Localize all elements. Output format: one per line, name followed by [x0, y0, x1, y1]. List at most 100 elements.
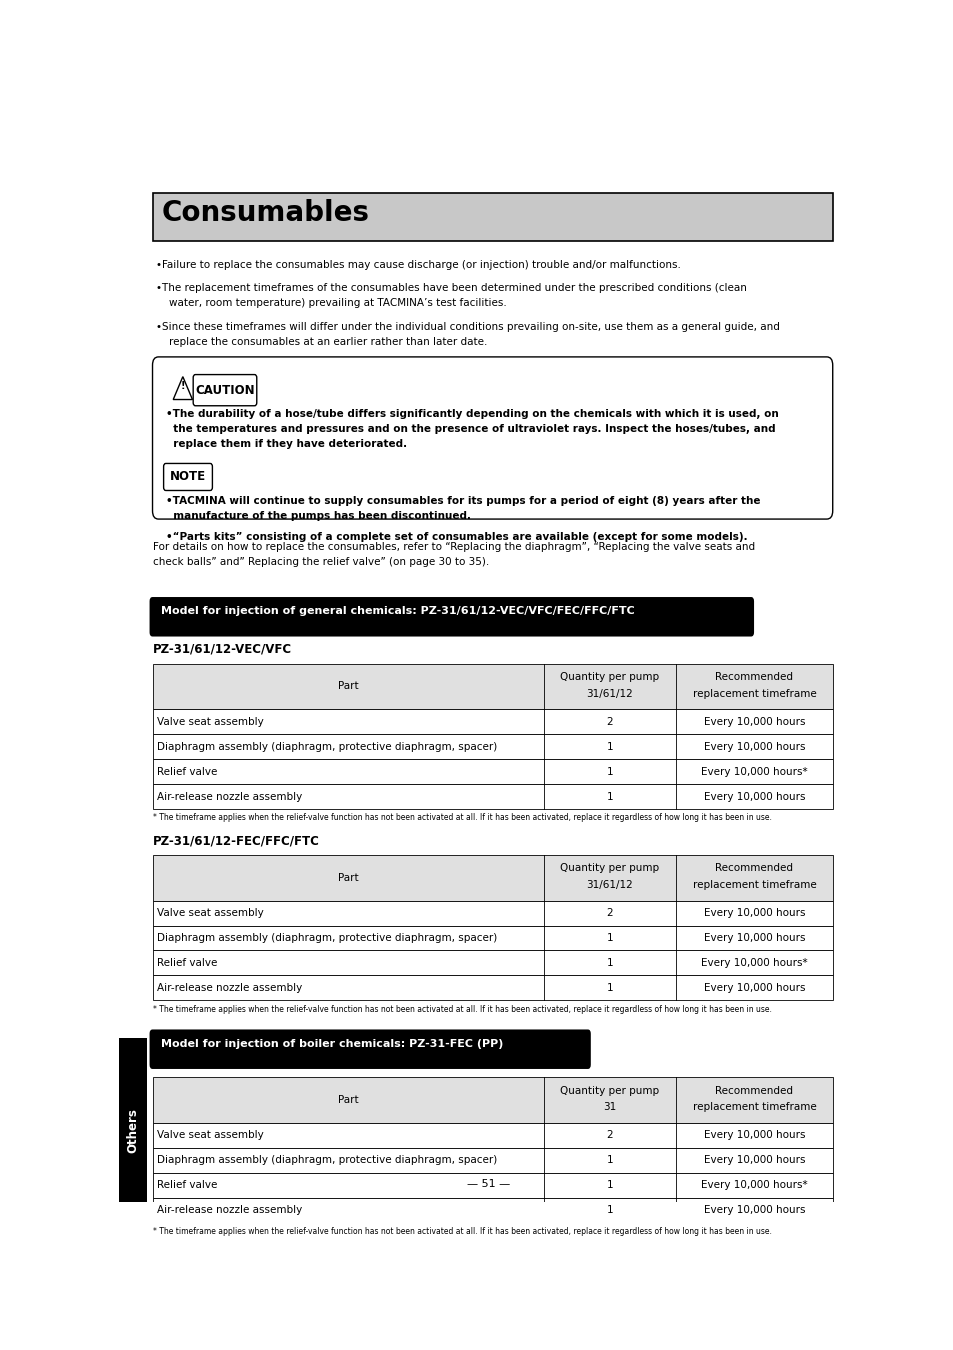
Text: replacement timeframe: replacement timeframe	[692, 1102, 816, 1112]
Text: Valve seat assembly: Valve seat assembly	[157, 717, 263, 726]
Text: replacement timeframe: replacement timeframe	[692, 688, 816, 698]
Text: Every 10,000 hours: Every 10,000 hours	[703, 1206, 804, 1215]
Text: Recommended: Recommended	[715, 1085, 793, 1096]
Text: Every 10,000 hours*: Every 10,000 hours*	[700, 767, 807, 776]
Bar	[119, 1038, 147, 1223]
Text: replacement timeframe: replacement timeframe	[692, 880, 816, 890]
Bar	[152, 734, 832, 759]
Text: Every 10,000 hours: Every 10,000 hours	[703, 909, 804, 918]
Text: •TACMINA will continue to supply consumables for its pumps for a period of eight: •TACMINA will continue to supply consuma…	[166, 495, 760, 506]
Text: NOTE: NOTE	[170, 470, 206, 483]
Text: Quantity per pump: Quantity per pump	[559, 1085, 659, 1096]
Text: Air-release nozzle assembly: Air-release nozzle assembly	[157, 791, 302, 802]
Text: •The replacement timeframes of the consumables have been determined under the pr: •The replacement timeframes of the consu…	[156, 284, 746, 293]
Bar	[152, 1148, 832, 1173]
Text: 1: 1	[606, 1206, 613, 1215]
FancyBboxPatch shape	[150, 1030, 590, 1069]
Text: 2: 2	[606, 909, 613, 918]
Text: * The timeframe applies when the relief-valve function has not been activated at: * The timeframe applies when the relief-…	[152, 1227, 771, 1237]
Text: Relief valve: Relief valve	[157, 958, 217, 968]
Text: PZ-31/61/12-FEC/FFC/FTC: PZ-31/61/12-FEC/FFC/FTC	[152, 834, 319, 846]
Text: Recommended: Recommended	[715, 863, 793, 873]
Bar	[152, 855, 832, 900]
Bar	[152, 950, 832, 976]
Text: * The timeframe applies when the relief-valve function has not been activated at: * The timeframe applies when the relief-…	[152, 1004, 771, 1014]
Text: Valve seat assembly: Valve seat assembly	[157, 909, 263, 918]
Text: Air-release nozzle assembly: Air-release nozzle assembly	[157, 1206, 302, 1215]
Text: Recommended: Recommended	[715, 672, 793, 682]
Text: Part: Part	[337, 682, 358, 691]
Text: 1: 1	[606, 791, 613, 802]
Text: Model for injection of general chemicals: PZ-31/61/12-VEC/VFC/FEC/FFC/FTC: Model for injection of general chemicals…	[161, 606, 635, 617]
Bar	[152, 759, 832, 784]
Text: Quantity per pump: Quantity per pump	[559, 863, 659, 873]
Text: Relief valve: Relief valve	[157, 1180, 217, 1191]
Text: Every 10,000 hours*: Every 10,000 hours*	[700, 1180, 807, 1191]
FancyBboxPatch shape	[193, 374, 256, 406]
Bar	[152, 1077, 832, 1123]
Text: — 51 —: — 51 —	[467, 1179, 510, 1188]
Bar	[152, 193, 832, 242]
Bar	[152, 1173, 832, 1197]
Text: 31/61/12: 31/61/12	[586, 688, 633, 698]
Text: Every 10,000 hours: Every 10,000 hours	[703, 717, 804, 726]
Bar	[152, 784, 832, 809]
Text: Diaphragm assembly (diaphragm, protective diaphragm, spacer): Diaphragm assembly (diaphragm, protectiv…	[157, 933, 497, 944]
Text: Every 10,000 hours*: Every 10,000 hours*	[700, 958, 807, 968]
Text: the temperatures and pressures and on the presence of ultraviolet rays. Inspect : the temperatures and pressures and on th…	[166, 424, 775, 433]
Bar	[152, 1197, 832, 1223]
Text: 1: 1	[606, 767, 613, 776]
Bar	[152, 664, 832, 709]
Text: 2: 2	[606, 717, 613, 726]
Text: Every 10,000 hours: Every 10,000 hours	[703, 983, 804, 992]
Polygon shape	[173, 377, 193, 400]
Text: check balls” and” Replacing the relief valve” (on page 30 to 35).: check balls” and” Replacing the relief v…	[152, 558, 488, 567]
Text: Relief valve: Relief valve	[157, 767, 217, 776]
Text: 31: 31	[602, 1102, 616, 1112]
Text: replace the consumables at an earlier rather than later date.: replace the consumables at an earlier ra…	[169, 336, 487, 347]
Text: Part: Part	[337, 872, 358, 883]
Text: 1: 1	[606, 983, 613, 992]
Text: Air-release nozzle assembly: Air-release nozzle assembly	[157, 983, 302, 992]
Bar	[152, 900, 832, 926]
Text: Every 10,000 hours: Every 10,000 hours	[703, 741, 804, 752]
Text: Part: Part	[337, 1095, 358, 1106]
Text: Model for injection of boiler chemicals: PZ-31-FEC (PP): Model for injection of boiler chemicals:…	[161, 1038, 503, 1049]
Bar	[152, 709, 832, 734]
Bar	[152, 976, 832, 1000]
Text: •The durability of a hose/tube differs significantly depending on the chemicals : •The durability of a hose/tube differs s…	[166, 409, 778, 418]
Bar	[152, 926, 832, 950]
Text: 31/61/12: 31/61/12	[586, 880, 633, 890]
Bar	[152, 1123, 832, 1148]
Text: CAUTION: CAUTION	[195, 383, 254, 397]
Text: 1: 1	[606, 958, 613, 968]
Text: •“Parts kits” consisting of a complete set of consumables are available (except : •“Parts kits” consisting of a complete s…	[166, 532, 746, 543]
FancyBboxPatch shape	[152, 356, 832, 518]
Text: Diaphragm assembly (diaphragm, protective diaphragm, spacer): Diaphragm assembly (diaphragm, protectiv…	[157, 1156, 497, 1165]
Text: Every 10,000 hours: Every 10,000 hours	[703, 791, 804, 802]
Text: Every 10,000 hours: Every 10,000 hours	[703, 1156, 804, 1165]
Text: Others: Others	[127, 1108, 140, 1153]
Text: 2: 2	[606, 1130, 613, 1141]
Text: Every 10,000 hours: Every 10,000 hours	[703, 933, 804, 944]
Text: 1: 1	[606, 1156, 613, 1165]
Text: 1: 1	[606, 933, 613, 944]
Text: For details on how to replace the consumables, refer to “Replacing the diaphragm: For details on how to replace the consum…	[152, 541, 754, 552]
Text: Valve seat assembly: Valve seat assembly	[157, 1130, 263, 1141]
Text: Consumables: Consumables	[161, 200, 369, 227]
Text: 1: 1	[606, 1180, 613, 1191]
Text: !: !	[180, 381, 185, 392]
FancyBboxPatch shape	[150, 597, 753, 637]
Text: 1: 1	[606, 741, 613, 752]
Text: replace them if they have deteriorated.: replace them if they have deteriorated.	[166, 439, 407, 450]
Text: •Since these timeframes will differ under the individual conditions prevailing o: •Since these timeframes will differ unde…	[156, 321, 780, 332]
Text: water, room temperature) prevailing at TACMINA’s test facilities.: water, room temperature) prevailing at T…	[169, 298, 506, 308]
Text: PZ-31/61/12-VEC/VFC: PZ-31/61/12-VEC/VFC	[152, 643, 292, 656]
FancyBboxPatch shape	[164, 463, 213, 490]
Text: •Failure to replace the consumables may cause discharge (or injection) trouble a: •Failure to replace the consumables may …	[156, 259, 680, 270]
Text: Every 10,000 hours: Every 10,000 hours	[703, 1130, 804, 1141]
Text: Quantity per pump: Quantity per pump	[559, 672, 659, 682]
Text: Diaphragm assembly (diaphragm, protective diaphragm, spacer): Diaphragm assembly (diaphragm, protectiv…	[157, 741, 497, 752]
Text: * The timeframe applies when the relief-valve function has not been activated at: * The timeframe applies when the relief-…	[152, 813, 771, 822]
Text: manufacture of the pumps has been discontinued.: manufacture of the pumps has been discon…	[166, 510, 471, 521]
